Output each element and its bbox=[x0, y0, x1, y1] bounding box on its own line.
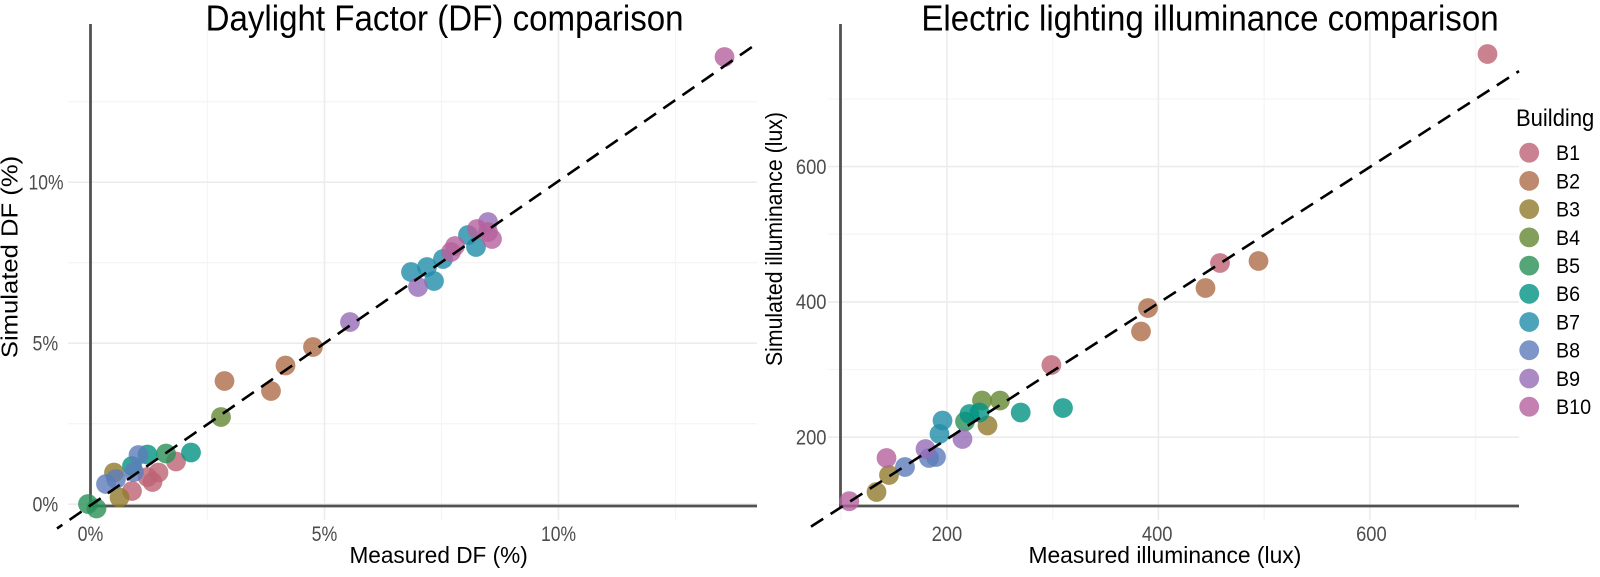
svg-text:B10: B10 bbox=[1556, 395, 1591, 419]
svg-text:B7: B7 bbox=[1556, 310, 1580, 334]
svg-text:Building: Building bbox=[1516, 105, 1594, 132]
svg-text:5%: 5% bbox=[32, 332, 58, 355]
svg-text:B6: B6 bbox=[1556, 282, 1580, 306]
svg-text:200: 200 bbox=[796, 426, 827, 449]
svg-text:0%: 0% bbox=[78, 523, 104, 546]
svg-text:Measured DF (%): Measured DF (%) bbox=[349, 542, 527, 568]
svg-text:B4: B4 bbox=[1556, 226, 1580, 250]
svg-text:Simulated DF (%): Simulated DF (%) bbox=[0, 156, 23, 358]
svg-text:10%: 10% bbox=[541, 523, 576, 546]
svg-text:600: 600 bbox=[1356, 523, 1387, 546]
svg-text:Simulated illuminance (lux): Simulated illuminance (lux) bbox=[761, 112, 787, 366]
svg-text:10%: 10% bbox=[29, 171, 64, 194]
svg-text:200: 200 bbox=[932, 523, 963, 546]
svg-text:400: 400 bbox=[1142, 523, 1173, 546]
svg-text:Electric lighting illuminance: Electric lighting illuminance comparison bbox=[921, 0, 1498, 38]
svg-text:Measured illuminance (lux): Measured illuminance (lux) bbox=[1028, 542, 1301, 568]
svg-text:5%: 5% bbox=[312, 523, 338, 546]
svg-text:Daylight Factor (DF) compariso: Daylight Factor (DF) comparison bbox=[206, 0, 684, 39]
svg-text:B3: B3 bbox=[1556, 198, 1580, 222]
svg-text:B9: B9 bbox=[1556, 367, 1580, 391]
svg-text:600: 600 bbox=[796, 156, 827, 179]
svg-text:B2: B2 bbox=[1556, 169, 1580, 193]
svg-text:B5: B5 bbox=[1556, 254, 1580, 278]
svg-text:B8: B8 bbox=[1556, 339, 1580, 363]
svg-text:400: 400 bbox=[796, 291, 827, 314]
svg-text:0%: 0% bbox=[32, 493, 58, 516]
svg-text:B1: B1 bbox=[1556, 141, 1580, 165]
